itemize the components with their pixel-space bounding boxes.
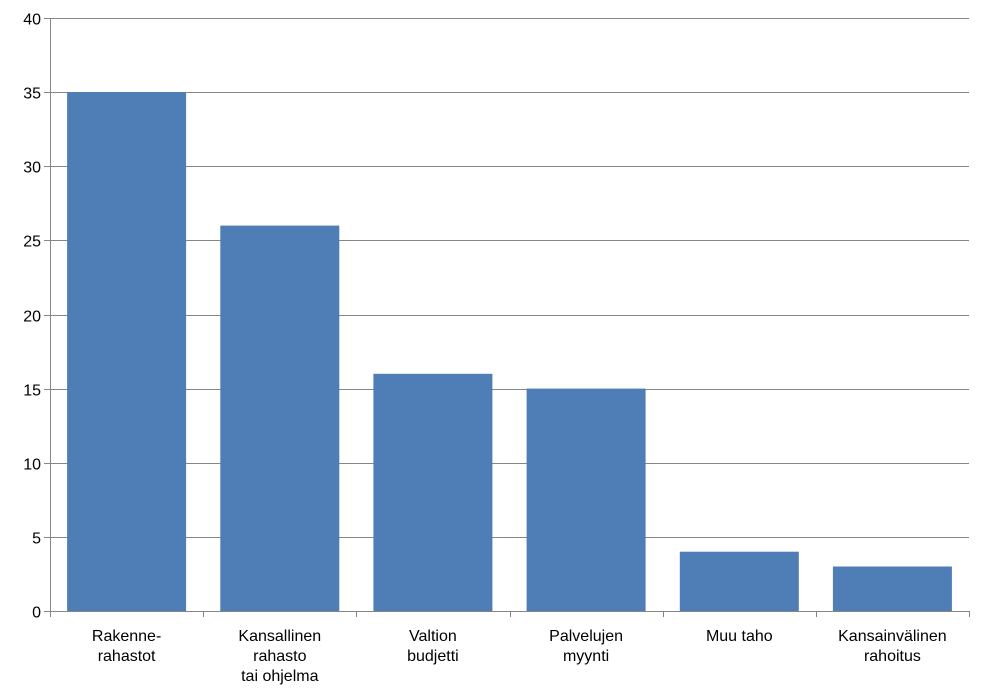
- x-category-label-line: Palvelujen: [549, 628, 623, 645]
- x-category-label-line: budjetti: [407, 648, 459, 665]
- x-category-label-line: Rakenne-: [92, 628, 161, 645]
- y-tick-label: 0: [32, 605, 41, 622]
- y-tick-label: 40: [23, 12, 41, 29]
- x-category-label-line: rahasto: [253, 648, 306, 665]
- bar: [832, 566, 952, 611]
- bars: [67, 92, 952, 612]
- x-category-label: Muu taho: [706, 628, 773, 645]
- x-category-label-line: rahoitus: [864, 648, 921, 665]
- y-tick-label: 20: [23, 309, 41, 326]
- y-tick-label: 5: [32, 531, 41, 548]
- x-category-label-line: Valtion: [409, 628, 457, 645]
- bar: [679, 551, 799, 611]
- x-category-label-line: Kansainvälinen: [838, 628, 947, 645]
- bar: [373, 373, 493, 611]
- y-tick-labels: 0 5 10 15 20 25 30 35 40: [23, 12, 41, 622]
- x-category-label-line: Kansallinen: [238, 628, 321, 645]
- x-category-label: Kansallinen rahasto tai ohjelma: [238, 628, 321, 685]
- y-tick-label: 10: [23, 457, 41, 474]
- gridlines: [50, 18, 969, 538]
- y-tick-label: 35: [23, 86, 41, 103]
- x-category-label: Palvelujen myynti: [549, 628, 623, 665]
- x-category-label: Kansainvälinen rahoitus: [838, 628, 947, 665]
- x-category-label: Valtion budjetti: [407, 628, 459, 665]
- y-tick-label: 15: [23, 383, 41, 400]
- bar: [220, 225, 340, 611]
- bar: [67, 92, 187, 612]
- x-category-label-line: tai ohjelma: [241, 668, 318, 685]
- y-tick-label: 30: [23, 160, 41, 177]
- x-category-label-line: Muu taho: [706, 628, 773, 645]
- x-category-label-line: myynti: [563, 648, 609, 665]
- y-tick-label: 25: [23, 234, 41, 251]
- x-category-label-line: rahastot: [98, 648, 156, 665]
- x-category-label: Rakenne-rahastot: [92, 628, 161, 665]
- axes: [44, 18, 970, 617]
- x-category-labels: Rakenne-rahastot Kansallinen rahasto tai oh…: [92, 628, 947, 685]
- bar: [526, 388, 646, 611]
